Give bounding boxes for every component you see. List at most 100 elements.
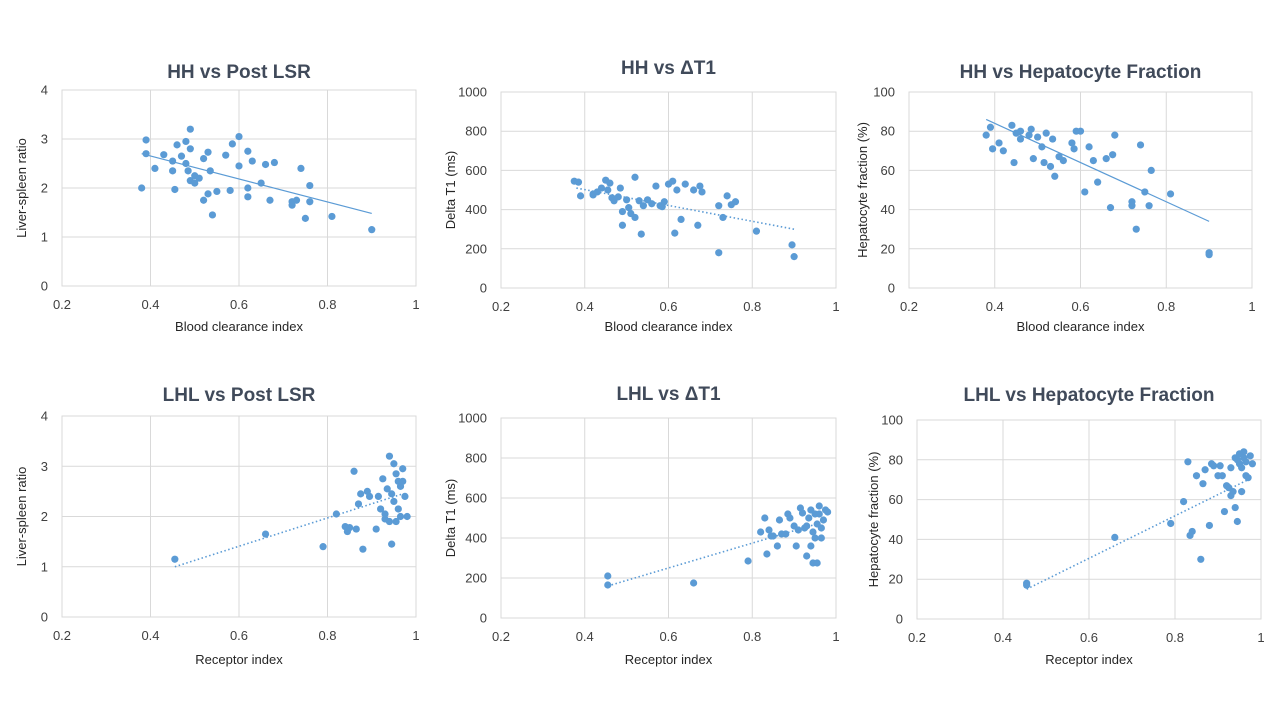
y-tick-label: 400	[465, 202, 487, 217]
x-tick-label: 1	[832, 299, 839, 314]
data-point	[604, 186, 612, 194]
data-point	[390, 460, 398, 468]
data-point	[169, 157, 177, 165]
data-point	[819, 516, 828, 524]
x-tick-label: 0.8	[743, 299, 761, 314]
data-point	[1085, 143, 1093, 151]
y-axis-label: Liver-spleen ratio	[14, 467, 29, 567]
data-point	[1040, 158, 1048, 167]
x-tick-label: 0.4	[576, 629, 594, 644]
data-point	[1218, 472, 1226, 480]
data-point	[731, 198, 740, 206]
x-tick-label: 0.4	[986, 299, 1004, 314]
x-tick-label: 0.4	[994, 630, 1012, 645]
y-tick-label: 200	[465, 241, 487, 256]
data-point	[1216, 462, 1224, 470]
data-point	[1023, 581, 1031, 589]
data-point	[815, 502, 823, 510]
x-tick-label: 0.4	[576, 299, 594, 314]
data-point	[346, 523, 354, 532]
data-point	[1010, 158, 1018, 167]
data-point	[673, 186, 681, 194]
data-point	[631, 213, 639, 222]
data-point	[1094, 178, 1102, 186]
data-point	[354, 500, 363, 508]
data-point	[235, 132, 243, 141]
y-tick-label: 60	[889, 492, 903, 507]
data-point	[752, 227, 761, 235]
data-point	[723, 192, 731, 200]
data-point	[1111, 131, 1119, 139]
data-point	[786, 514, 794, 522]
data-point	[151, 164, 159, 172]
y-axis-label: Liver-spleen ratio	[14, 138, 29, 238]
y-tick-label: 0	[41, 610, 48, 625]
x-tick-label: 0.6	[230, 297, 248, 312]
data-point	[715, 249, 723, 257]
y-tick-label: 0	[41, 279, 48, 294]
y-tick-label: 1	[41, 230, 48, 245]
x-tick-label: 0.6	[230, 628, 248, 643]
data-point	[744, 557, 752, 565]
y-tick-label: 0	[888, 281, 895, 296]
y-tick-label: 0	[896, 612, 903, 627]
data-point	[388, 490, 396, 498]
data-point	[809, 528, 817, 536]
data-point	[200, 155, 208, 163]
data-point	[824, 508, 832, 516]
data-point	[660, 198, 668, 206]
data-point	[1210, 462, 1218, 470]
data-point	[365, 492, 374, 500]
x-tick-label: 1	[1257, 630, 1264, 645]
data-point	[1227, 464, 1235, 472]
data-point	[1046, 162, 1055, 171]
data-point	[142, 150, 150, 158]
data-point	[1081, 188, 1089, 196]
x-tick-label: 1	[1248, 299, 1255, 314]
data-point	[782, 530, 790, 538]
data-point	[392, 517, 400, 526]
data-point	[1201, 466, 1209, 474]
data-point	[1145, 202, 1153, 210]
data-point	[1184, 458, 1192, 466]
data-point	[817, 534, 825, 542]
data-point	[1136, 141, 1145, 149]
data-point	[669, 177, 677, 185]
data-point	[173, 141, 181, 149]
data-point	[623, 196, 631, 204]
data-point	[328, 212, 336, 221]
data-point	[195, 174, 203, 182]
y-tick-label: 3	[41, 132, 48, 147]
data-point	[696, 182, 704, 190]
data-point	[1248, 460, 1256, 468]
data-point	[775, 516, 784, 524]
data-point	[606, 179, 614, 187]
x-tick-label: 0.6	[659, 629, 677, 644]
data-point	[788, 241, 796, 249]
chart-panel-6: 0.2 0.4 0.6 0.8 1 0 20 40 60 80 100 LHL vs Hepatocy…	[866, 385, 1265, 667]
data-point	[257, 179, 265, 187]
y-tick-label: 0	[480, 281, 487, 296]
trendline	[141, 153, 372, 215]
y-tick-label: 1000	[458, 411, 487, 426]
data-point	[394, 505, 402, 513]
y-tick-label: 80	[881, 124, 895, 139]
y-tick-label: 400	[465, 531, 487, 546]
data-point	[332, 510, 340, 518]
data-point	[763, 550, 771, 558]
chart-title: HH vs Hepatocyte Fraction	[960, 62, 1202, 83]
y-axis-label: Hepatocyte fraction (%)	[855, 122, 870, 258]
data-point	[292, 196, 301, 204]
x-tick-label: 0.6	[1080, 630, 1098, 645]
data-point	[576, 192, 585, 200]
data-point	[1242, 458, 1250, 466]
data-point	[1205, 249, 1213, 257]
data-point	[1188, 527, 1196, 536]
chart-title: LHL vs Post LSR	[163, 385, 316, 406]
data-point	[1042, 129, 1050, 137]
data-point	[184, 167, 192, 175]
data-point	[248, 157, 256, 165]
data-point	[1111, 533, 1119, 542]
data-point	[222, 151, 230, 159]
x-tick-label: 0.4	[141, 628, 159, 643]
